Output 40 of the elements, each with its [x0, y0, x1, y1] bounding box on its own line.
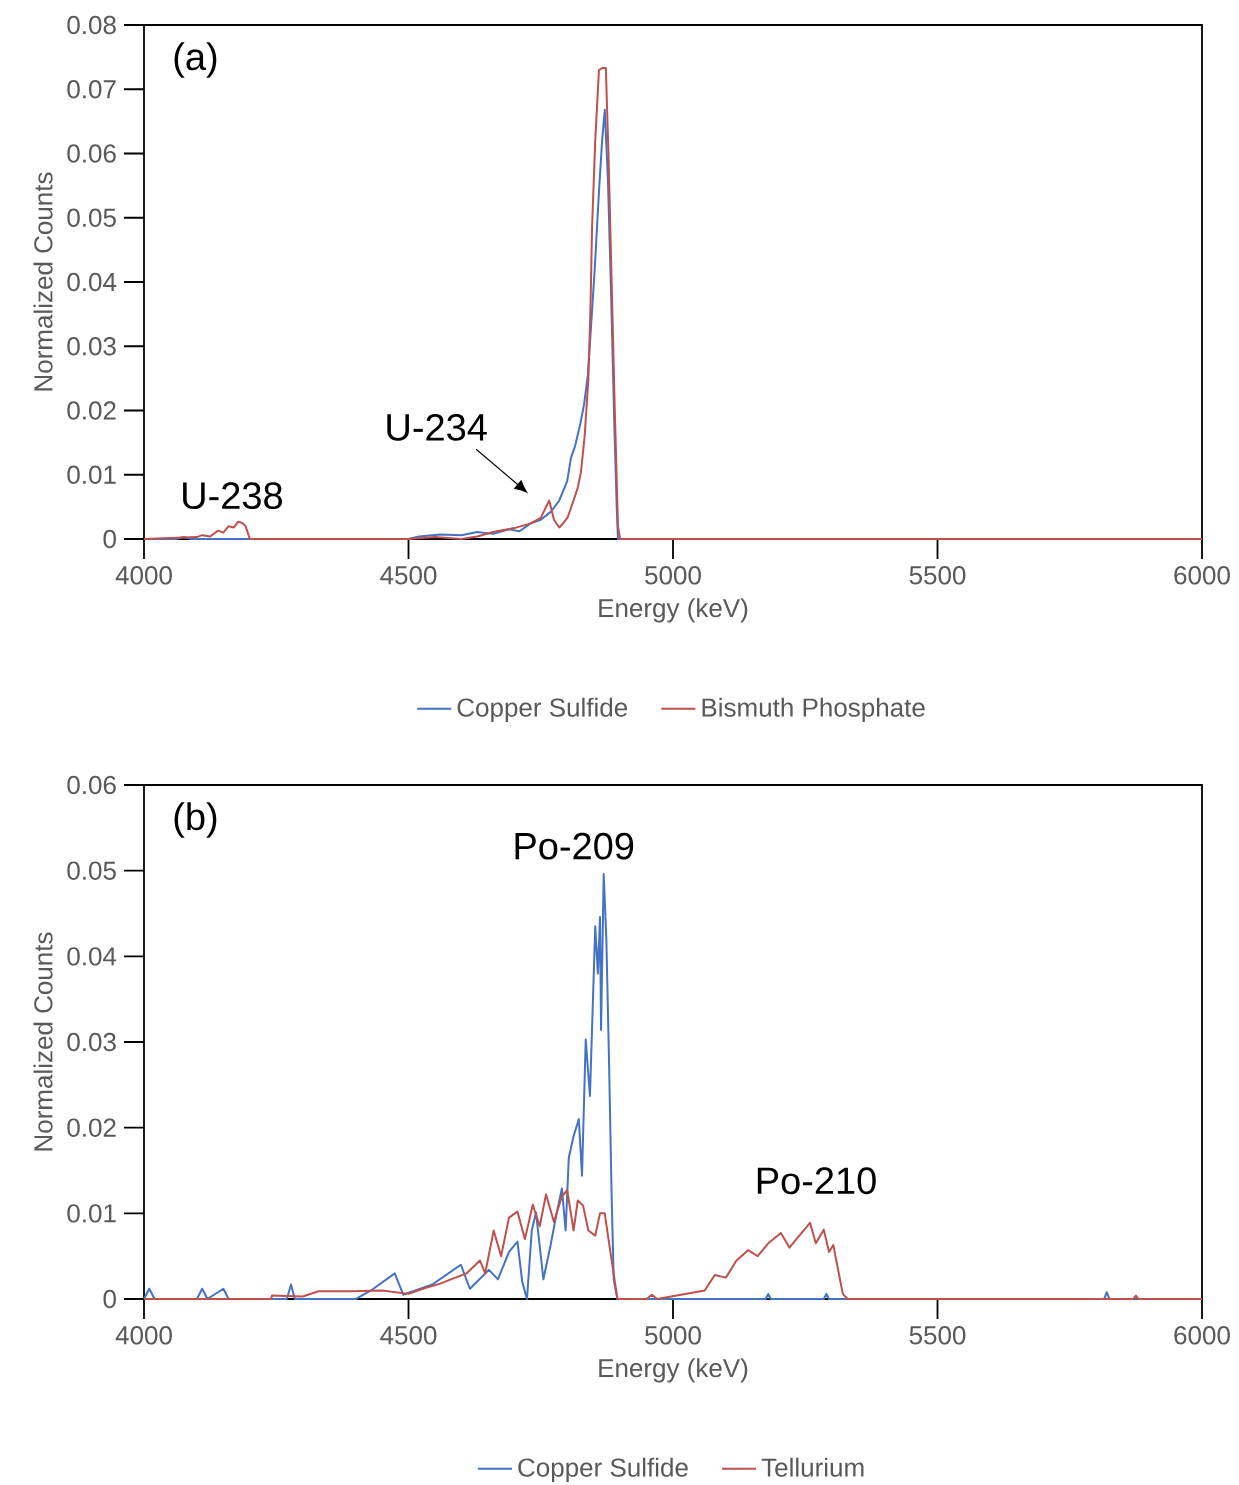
- y-tick-label: 0.01: [67, 1204, 116, 1223]
- x-tick-label: 4500: [380, 566, 437, 585]
- x-tick-label: 5000: [645, 1326, 701, 1345]
- y-tick-label: 0.03: [67, 1032, 116, 1052]
- y-axis-title: Normalized Counts: [33, 932, 53, 1151]
- legend-label: Bismuth Phosphate: [702, 697, 925, 722]
- x-axis-title: Energy (keV): [599, 598, 748, 623]
- x-tick-label: 6000: [1174, 566, 1230, 585]
- y-tick-label: 0.06: [67, 144, 116, 163]
- y-tick-label: 0.04: [67, 947, 117, 966]
- x-tick-label: 4000: [115, 1326, 172, 1345]
- x-tick-label: 5500: [909, 566, 966, 585]
- y-tick-label: 0: [103, 1289, 116, 1309]
- x-tick-label: 5500: [909, 1326, 966, 1345]
- x-tick-label: 6000: [1174, 1326, 1230, 1345]
- y-tick-label: 0.05: [67, 208, 116, 227]
- y-tick-label: 0.02: [67, 1118, 116, 1137]
- y-tick-label: 0.05: [67, 861, 116, 880]
- legend-label: Tellurium: [761, 1457, 864, 1477]
- y-tick-label: 0: [103, 529, 116, 549]
- y-tick-label: 0.01: [67, 465, 116, 484]
- x-tick-label: 5000: [645, 566, 701, 585]
- y-tick-label: 0.02: [67, 401, 116, 420]
- annotation: Po-209: [515, 832, 634, 860]
- legend-label: Copper Sulfide: [518, 1457, 688, 1482]
- y-tick-label: 0.04: [67, 272, 117, 292]
- y-tick-label: 0.06: [67, 775, 116, 795]
- legend-label: Copper Sulfide: [457, 697, 628, 722]
- y-axis-title: Normalized Counts: [33, 172, 53, 391]
- y-tick-label: 0.07: [67, 80, 116, 99]
- x-axis-title: Energy (keV): [599, 1358, 748, 1383]
- annotation: Po-210: [757, 1167, 876, 1195]
- chart-title: (b): [174, 802, 217, 838]
- annotation: U-238: [183, 482, 283, 510]
- x-tick-label: 4500: [380, 1326, 437, 1345]
- y-tick-label: 0.03: [67, 337, 116, 356]
- x-tick-label: 4000: [115, 566, 172, 585]
- y-tick-label: 0.08: [67, 15, 116, 35]
- chart-title: (a): [174, 42, 217, 78]
- annotation: U-234: [387, 413, 487, 441]
